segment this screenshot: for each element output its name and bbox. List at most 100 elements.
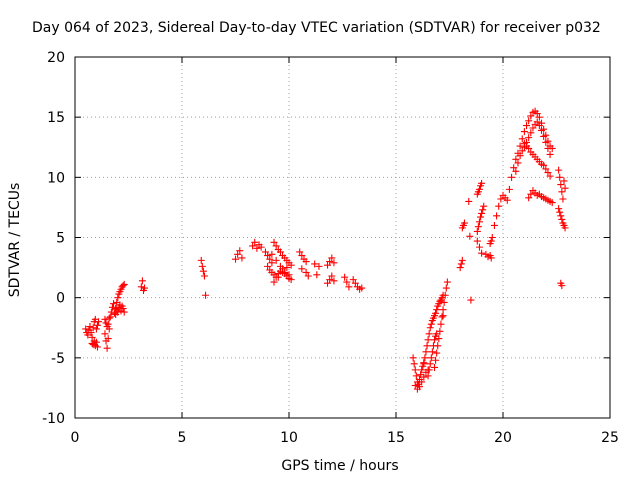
x-tick-label: 5 bbox=[178, 430, 187, 446]
data-point bbox=[438, 313, 446, 321]
data-point bbox=[467, 296, 475, 304]
data-point bbox=[516, 152, 524, 160]
data-point bbox=[520, 128, 528, 136]
data-point bbox=[141, 284, 149, 292]
data-point bbox=[274, 273, 282, 281]
y-axis-label: SDTVAR / TECUs bbox=[7, 183, 23, 298]
data-point bbox=[232, 255, 239, 263]
data-point bbox=[421, 354, 429, 362]
data-point bbox=[330, 259, 338, 267]
data-point bbox=[197, 256, 205, 264]
x-tick-label: 20 bbox=[494, 430, 512, 446]
data-point bbox=[535, 122, 543, 130]
data-point bbox=[527, 190, 535, 198]
data-point bbox=[95, 318, 103, 326]
data-point bbox=[110, 300, 118, 308]
data-point bbox=[108, 303, 116, 311]
data-point bbox=[276, 248, 284, 256]
y-tick-label: 10 bbox=[47, 170, 65, 186]
data-point bbox=[93, 343, 101, 351]
data-point bbox=[238, 254, 246, 262]
data-point bbox=[540, 132, 548, 140]
data-point bbox=[107, 308, 115, 316]
data-point bbox=[493, 212, 501, 220]
data-point bbox=[487, 254, 495, 262]
data-point bbox=[487, 237, 495, 245]
data-point bbox=[477, 213, 485, 221]
chart-gridlines bbox=[75, 57, 610, 418]
data-point bbox=[410, 360, 418, 368]
data-point bbox=[478, 179, 486, 187]
data-point bbox=[92, 338, 100, 346]
data-point bbox=[279, 268, 287, 276]
data-point bbox=[510, 164, 518, 172]
data-point bbox=[276, 262, 284, 270]
data-point bbox=[82, 325, 90, 333]
data-point bbox=[198, 262, 206, 270]
data-point bbox=[546, 172, 554, 180]
data-point bbox=[270, 278, 278, 286]
data-point bbox=[101, 315, 109, 323]
data-point bbox=[533, 118, 541, 126]
data-point bbox=[351, 279, 359, 287]
data-point bbox=[420, 359, 428, 367]
data-point bbox=[424, 372, 432, 380]
data-point bbox=[555, 166, 563, 174]
data-point bbox=[236, 247, 244, 255]
data-point bbox=[558, 282, 566, 290]
data-point bbox=[458, 256, 466, 264]
data-point bbox=[525, 134, 533, 142]
data-point bbox=[424, 336, 432, 344]
data-point bbox=[544, 144, 552, 152]
data-point bbox=[302, 258, 310, 266]
data-point bbox=[426, 324, 434, 332]
data-point bbox=[457, 260, 465, 268]
data-point bbox=[112, 304, 120, 312]
data-point bbox=[440, 298, 448, 306]
data-point bbox=[512, 167, 520, 175]
data-point bbox=[473, 227, 481, 235]
data-point bbox=[199, 267, 207, 275]
data-point bbox=[478, 249, 486, 257]
data-point bbox=[426, 360, 434, 368]
data-point bbox=[557, 212, 565, 220]
data-point bbox=[101, 330, 109, 338]
data-point bbox=[474, 223, 482, 231]
data-point bbox=[111, 309, 119, 317]
data-point bbox=[544, 169, 552, 177]
data-point bbox=[558, 188, 566, 196]
data-point bbox=[326, 276, 334, 284]
data-point bbox=[264, 262, 272, 270]
data-point bbox=[411, 366, 419, 374]
data-point bbox=[480, 202, 488, 210]
data-point bbox=[249, 242, 257, 250]
data-point bbox=[119, 282, 127, 290]
data-point bbox=[315, 262, 323, 270]
data-point bbox=[433, 306, 441, 314]
data-point bbox=[473, 237, 481, 245]
data-point bbox=[298, 265, 306, 273]
data-point bbox=[120, 280, 128, 288]
data-point bbox=[114, 308, 122, 316]
data-point bbox=[559, 195, 567, 203]
data-point bbox=[257, 243, 265, 251]
data-point bbox=[503, 196, 511, 204]
x-tick-label: 15 bbox=[387, 430, 405, 446]
data-point bbox=[89, 324, 97, 332]
data-point bbox=[253, 244, 261, 252]
data-point bbox=[432, 309, 440, 317]
data-point bbox=[412, 372, 420, 380]
data-point bbox=[443, 278, 451, 286]
data-point bbox=[138, 277, 146, 285]
data-point bbox=[313, 271, 321, 279]
y-tick-label: 15 bbox=[47, 110, 65, 126]
data-point bbox=[411, 382, 419, 390]
data-point bbox=[431, 336, 439, 344]
data-point bbox=[560, 177, 568, 185]
data-point bbox=[437, 320, 445, 328]
data-point bbox=[137, 283, 145, 291]
data-point bbox=[341, 273, 349, 281]
data-point bbox=[429, 342, 437, 350]
data-point bbox=[418, 378, 426, 386]
